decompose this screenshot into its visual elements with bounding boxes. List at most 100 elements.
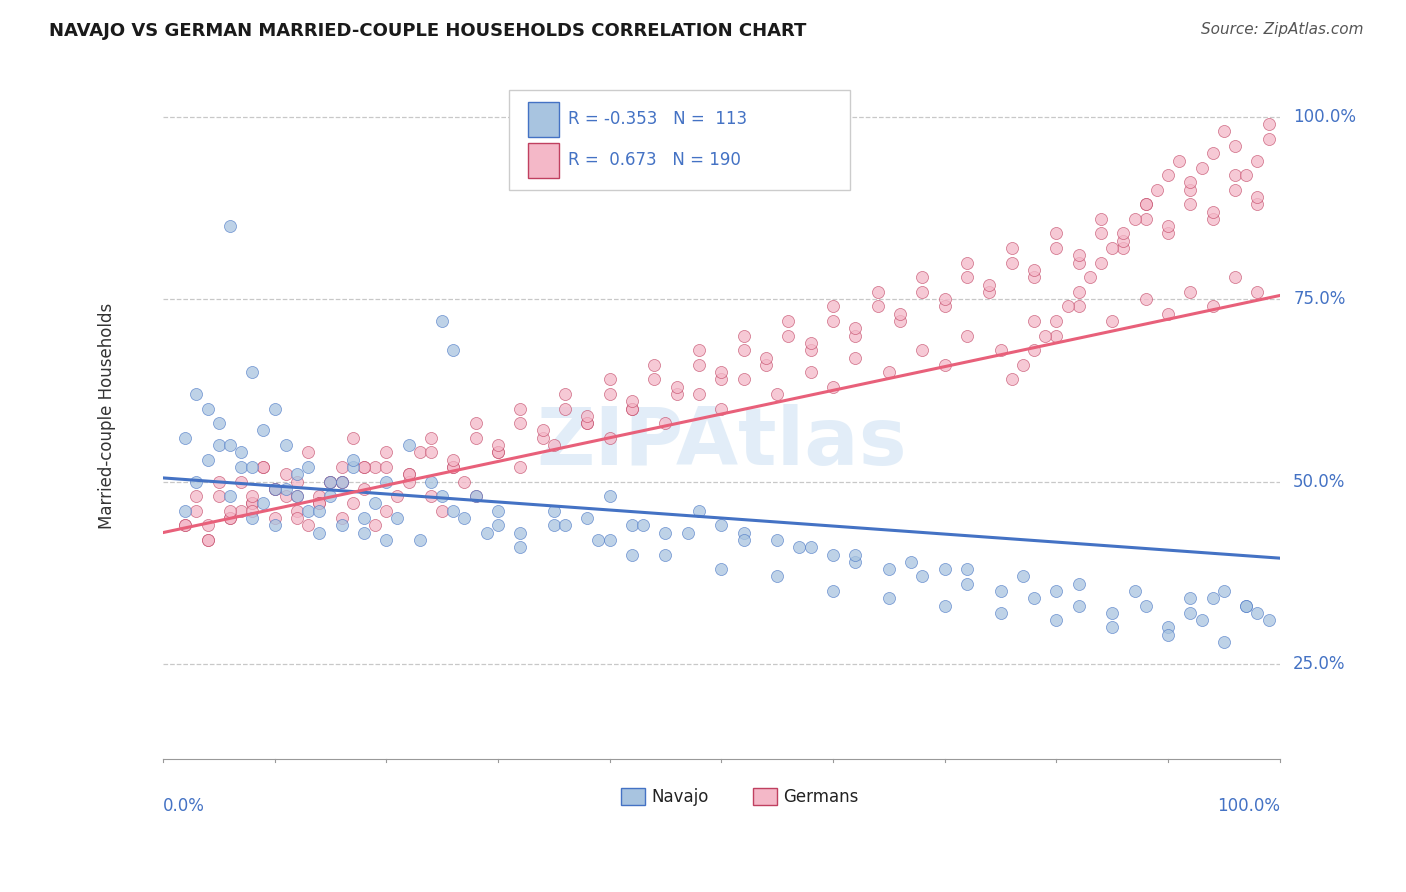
Point bbox=[1067, 248, 1090, 262]
Point bbox=[531, 431, 554, 445]
Point bbox=[733, 328, 755, 343]
Point bbox=[934, 599, 956, 613]
Point bbox=[1045, 584, 1067, 599]
Point bbox=[1123, 584, 1146, 599]
Point bbox=[1112, 241, 1135, 255]
Point bbox=[900, 555, 922, 569]
Point bbox=[1001, 372, 1024, 386]
Point bbox=[688, 504, 710, 518]
Point bbox=[1180, 606, 1202, 620]
Point bbox=[654, 416, 676, 430]
Point bbox=[821, 584, 844, 599]
Point bbox=[543, 518, 565, 533]
Point bbox=[387, 489, 409, 503]
Point bbox=[1012, 569, 1035, 583]
FancyBboxPatch shape bbox=[529, 143, 560, 178]
Point bbox=[1213, 635, 1236, 649]
Point bbox=[877, 562, 900, 576]
Point bbox=[240, 365, 263, 379]
Point bbox=[464, 489, 486, 503]
Point bbox=[554, 518, 576, 533]
Point bbox=[441, 459, 464, 474]
Point bbox=[1168, 153, 1191, 168]
Point bbox=[229, 504, 252, 518]
Point bbox=[308, 504, 330, 518]
Point bbox=[733, 533, 755, 547]
Point bbox=[208, 416, 231, 430]
Point bbox=[1022, 343, 1045, 358]
Point bbox=[1223, 168, 1246, 182]
Point bbox=[576, 416, 599, 430]
Point bbox=[1022, 314, 1045, 328]
Point bbox=[733, 372, 755, 386]
Point bbox=[654, 525, 676, 540]
Point bbox=[319, 475, 342, 489]
Point bbox=[934, 358, 956, 372]
Point bbox=[1090, 227, 1112, 241]
Point bbox=[218, 438, 240, 452]
Point bbox=[197, 518, 219, 533]
Point bbox=[1112, 227, 1135, 241]
Point bbox=[778, 314, 800, 328]
Point bbox=[186, 387, 208, 401]
Point bbox=[821, 548, 844, 562]
Point bbox=[252, 496, 274, 510]
Point bbox=[240, 496, 263, 510]
Point bbox=[353, 459, 375, 474]
Point bbox=[956, 328, 979, 343]
Point bbox=[364, 518, 387, 533]
Point bbox=[576, 511, 599, 525]
Point bbox=[1067, 576, 1090, 591]
Point bbox=[174, 431, 197, 445]
Point bbox=[1101, 620, 1123, 634]
Point bbox=[1001, 241, 1024, 255]
Point bbox=[319, 489, 342, 503]
Point bbox=[688, 343, 710, 358]
Point bbox=[934, 562, 956, 576]
Point bbox=[990, 606, 1012, 620]
Point bbox=[676, 525, 699, 540]
Point bbox=[956, 255, 979, 269]
Point bbox=[1101, 314, 1123, 328]
Point bbox=[308, 496, 330, 510]
Point bbox=[1078, 270, 1101, 285]
Point bbox=[588, 533, 610, 547]
Point bbox=[1257, 613, 1279, 627]
Point bbox=[1223, 139, 1246, 153]
Text: Navajo: Navajo bbox=[651, 788, 709, 805]
Point bbox=[1123, 211, 1146, 226]
Point bbox=[800, 540, 823, 554]
Point bbox=[1101, 241, 1123, 255]
Point bbox=[441, 343, 464, 358]
Point bbox=[554, 401, 576, 416]
Point bbox=[710, 562, 733, 576]
Point bbox=[330, 518, 353, 533]
Point bbox=[464, 431, 486, 445]
Point bbox=[1001, 255, 1024, 269]
Point bbox=[665, 380, 688, 394]
Point bbox=[710, 518, 733, 533]
Point bbox=[956, 562, 979, 576]
Point bbox=[1033, 328, 1056, 343]
Point bbox=[789, 540, 811, 554]
Point bbox=[733, 343, 755, 358]
Point bbox=[688, 387, 710, 401]
Point bbox=[1135, 599, 1157, 613]
Point bbox=[453, 475, 475, 489]
Point bbox=[240, 504, 263, 518]
Point bbox=[263, 482, 285, 496]
Point bbox=[1135, 197, 1157, 211]
Point bbox=[665, 387, 688, 401]
Point bbox=[330, 475, 353, 489]
Point bbox=[877, 365, 900, 379]
Point bbox=[620, 518, 643, 533]
Point bbox=[1246, 285, 1268, 299]
Point bbox=[197, 401, 219, 416]
Point bbox=[308, 489, 330, 503]
FancyBboxPatch shape bbox=[752, 789, 778, 805]
Point bbox=[509, 416, 531, 430]
Point bbox=[1112, 234, 1135, 248]
Point bbox=[766, 569, 789, 583]
Point bbox=[464, 489, 486, 503]
Point bbox=[1022, 591, 1045, 606]
